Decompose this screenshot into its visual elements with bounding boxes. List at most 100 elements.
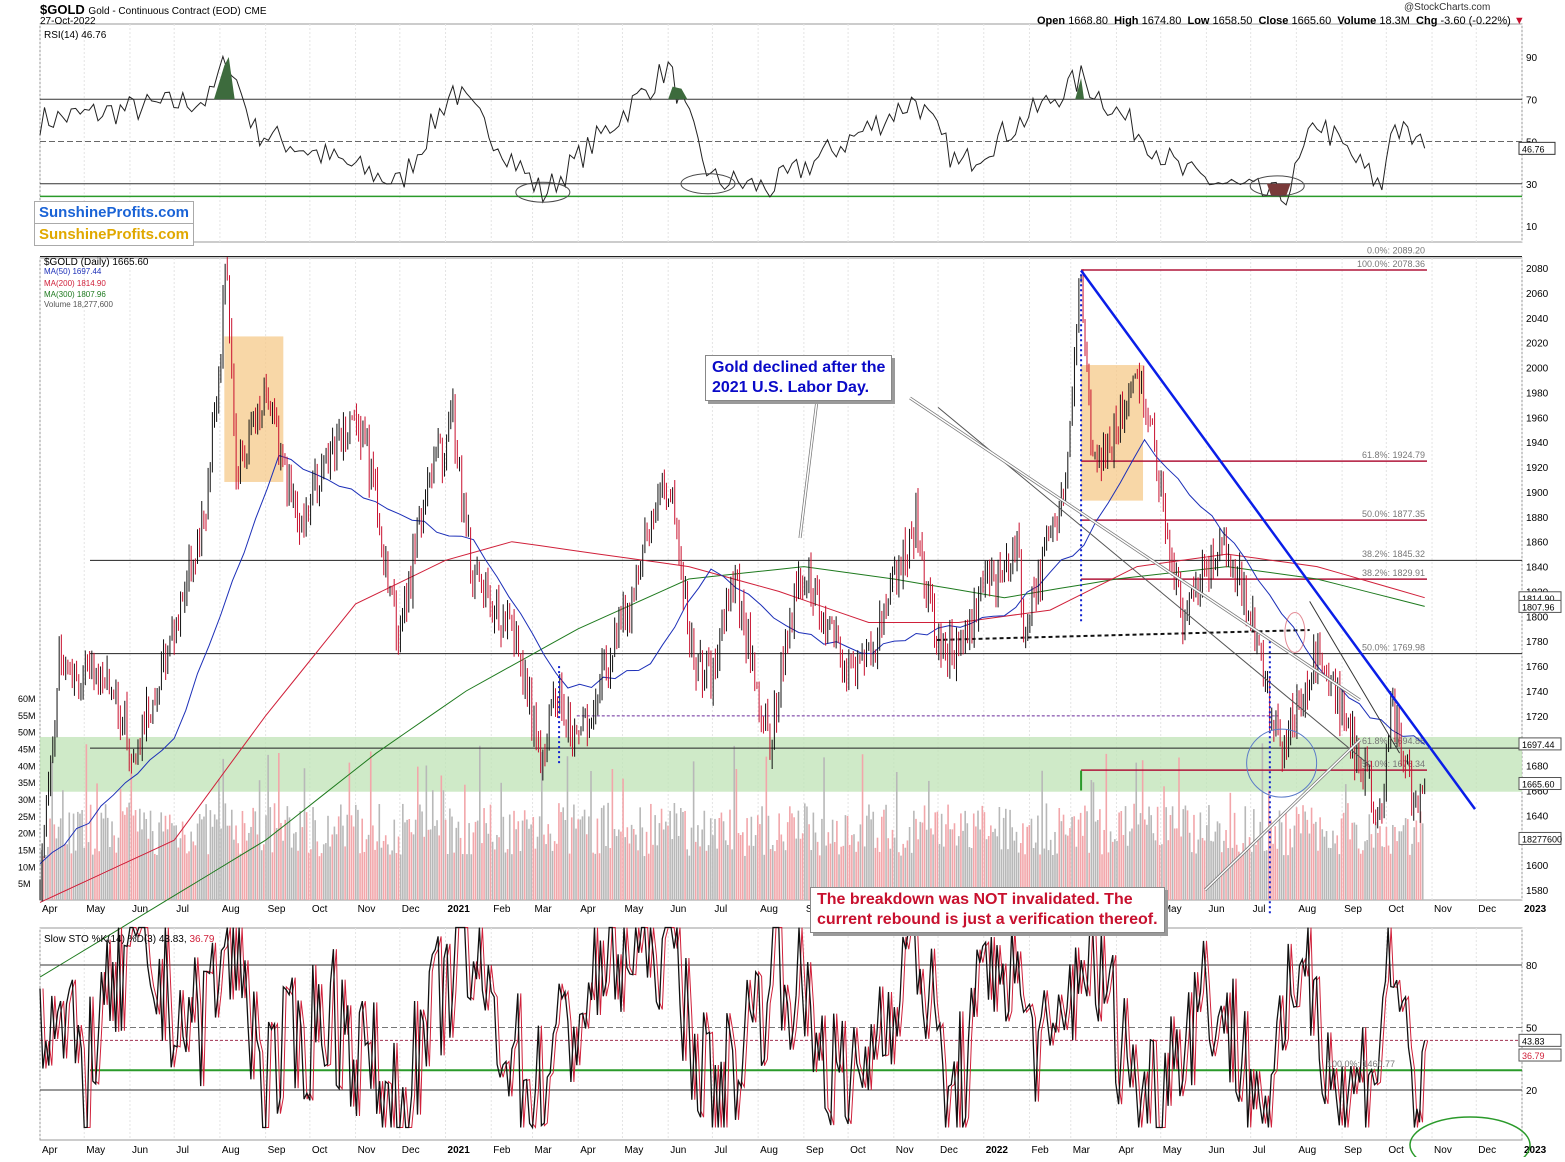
rsi-oversold-circle [1249, 175, 1305, 197]
x-tick-label: Jun [670, 904, 686, 915]
x-tick-label-bottom: May [624, 1145, 643, 1156]
price-axis-label: 1740 [1526, 687, 1549, 698]
x-tick-label-bottom: Apr [1118, 1145, 1134, 1156]
volume-axis-label: 35M [18, 778, 36, 788]
low-value: 1658.50 [1212, 15, 1253, 27]
rsi-value-label: 46.76 [1522, 144, 1545, 154]
price-axis-label: 1900 [1526, 488, 1549, 499]
volume-axis-label: 15M [18, 846, 36, 856]
x-tick-label: Feb [493, 904, 511, 915]
fib-level-label: 100.0%: 2078.36 [1357, 259, 1425, 269]
ma50-value-tag: 1697.44 [1522, 740, 1555, 750]
fib-level-label: 38.2%: 1845.32 [1362, 549, 1425, 559]
x-tick-label-bottom: Aug [222, 1145, 240, 1156]
rsi-axis-label: 90 [1526, 53, 1538, 64]
callout-pointer-right [909, 397, 1361, 701]
x-tick-label: Aug [760, 904, 778, 915]
sto-k-value-tag: 43.83 [1522, 1036, 1545, 1046]
x-tick-label: Apr [42, 904, 58, 915]
x-tick-label-bottom: Oct [312, 1145, 328, 1156]
price-axis-label: 1920 [1526, 463, 1549, 474]
price-axis-label: 2020 [1526, 339, 1549, 350]
x-tick-label-bottom: Apr [580, 1145, 596, 1156]
close-value-tag-box [1518, 777, 1562, 791]
x-tick-label-bottom: Mar [1073, 1145, 1091, 1156]
x-tick-label-bottom: Jul [176, 1145, 189, 1156]
x-tick-label: Jun [132, 904, 148, 915]
x-tick-label-bottom: Oct [1388, 1145, 1404, 1156]
volume-axis-label: 30M [18, 795, 36, 805]
price-axis-label: 1600 [1526, 861, 1549, 872]
x-tick-label-bottom: 2022 [986, 1145, 1009, 1156]
price-circle-blue [1246, 728, 1318, 798]
fib-level-label: 50.0%: 1769.98 [1362, 643, 1425, 653]
brand-logo-gold: SunshineProfits.com [34, 223, 195, 246]
x-tick-label-bottom: Nov [1434, 1145, 1452, 1156]
high-value: 1674.80 [1141, 15, 1182, 27]
rsi-axis-label: 30 [1526, 180, 1538, 191]
volume-axis-label: 60M [18, 694, 36, 704]
volume-axis-label: 20M [18, 829, 36, 839]
x-tick-label-bottom: Jun [670, 1145, 686, 1156]
price-axis-label: 1880 [1526, 513, 1549, 524]
x-tick-label: Aug [1298, 904, 1316, 915]
fib-level-label: 61.8%: 1694.85 [1362, 736, 1425, 746]
price-axis-label: 1980 [1526, 388, 1549, 399]
callout-breakdown: The breakdown was NOT invalidated. The c… [810, 887, 1165, 933]
x-tick-label: Oct [312, 904, 328, 915]
shaded-box-2022 [1081, 365, 1144, 501]
x-tick-label: Jul [1253, 904, 1266, 915]
x-tick-label-bottom: Feb [1031, 1145, 1049, 1156]
x-tick-label: 2021 [448, 904, 471, 915]
price-axis-label: 1780 [1526, 637, 1549, 648]
future-circle [1409, 1116, 1531, 1162]
price-axis-label: 1760 [1526, 662, 1549, 673]
x-tick-label-bottom: Jul [714, 1145, 727, 1156]
x-tick-label: Apr [580, 904, 596, 915]
sto-fib-label: 100.0%: 1460.77 [1327, 1059, 1395, 1069]
copyright: @StockCharts.com [1404, 2, 1491, 13]
volume-axis-label: 50M [18, 728, 36, 738]
x-tick-label: Sep [1344, 904, 1362, 915]
x-tick-label: 2023 [1524, 904, 1547, 915]
x-tick-label-bottom: Jun [132, 1145, 148, 1156]
rsi-oversold-circle [515, 181, 571, 203]
sto-axis-label: 80 [1526, 961, 1538, 972]
callout-labor-day-line2: 2021 U.S. Labor Day. [712, 379, 870, 396]
ma300-value-tag-box [1518, 599, 1562, 613]
x-tick-label-bottom: Apr [42, 1145, 58, 1156]
low-label: Low [1187, 15, 1210, 27]
blue-trendline [1080, 269, 1477, 810]
x-tick-label-bottom: Aug [760, 1145, 778, 1156]
x-tick-label-bottom: Nov [896, 1145, 914, 1156]
x-tick-label: Dec [1478, 904, 1496, 915]
open-value: 1668.80 [1068, 15, 1108, 27]
x-tick-label: Oct [1388, 904, 1404, 915]
close-value-tag: 1665.60 [1522, 780, 1555, 790]
sto-d-value-tag-box [1518, 1048, 1562, 1062]
fib-level-label: 38.2%: 1829.91 [1362, 568, 1425, 578]
volume-value: 18.3M [1379, 15, 1410, 27]
x-tick-label: Nov [358, 904, 376, 915]
chart-date: 27-Oct-2022 [40, 16, 96, 27]
volume-axis-label: 40M [18, 761, 36, 771]
grey-trendline [937, 406, 1371, 766]
sto-k-line [39, 926, 1426, 1130]
callout-breakdown-line1: The breakdown was NOT invalidated. The [817, 891, 1133, 908]
rsi-axis-label: 10 [1526, 222, 1538, 233]
x-tick-label: May [1163, 904, 1182, 915]
price-axis-label: 1840 [1526, 563, 1549, 574]
rsi-legend: RSI(14) 46.76 [44, 30, 107, 41]
x-tick-label-bottom: May [1163, 1145, 1182, 1156]
close-value: 1665.60 [1291, 15, 1332, 27]
volume-value-tag-box [1518, 831, 1562, 845]
brand-logo-blue: SunshineProfits.com [34, 201, 195, 224]
chg-value: -3.60 (-0.22%) [1440, 15, 1511, 27]
x-tick-label: Jul [176, 904, 189, 915]
volume-value-tag: 18277600 [1522, 834, 1562, 844]
legend-ma50: MA(50) 1697.44 [44, 267, 102, 276]
price-axis-label: 2060 [1526, 289, 1549, 300]
rsi-line [39, 54, 1426, 206]
x-tick-label: Dec [402, 904, 420, 915]
